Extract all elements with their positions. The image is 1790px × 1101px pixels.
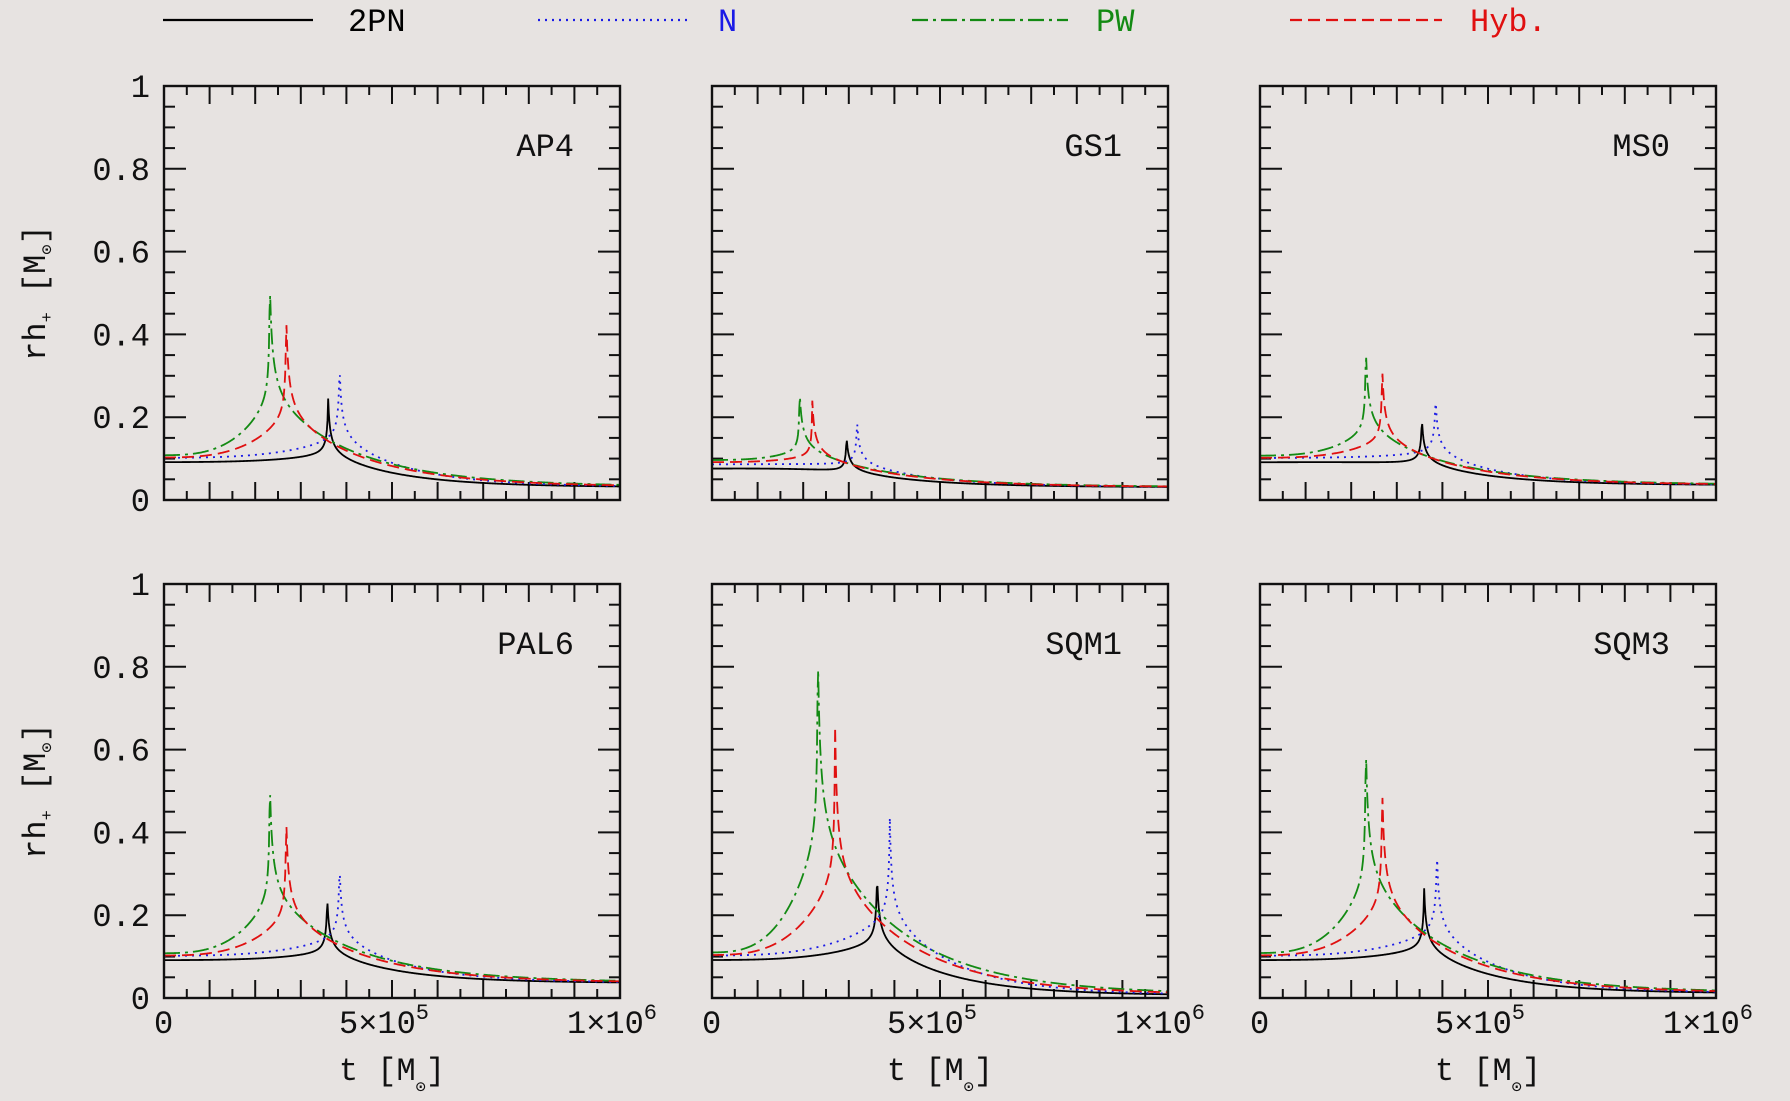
panel-sqm1: SQM1 0 5×105 1×106 t [M⊙] (702, 582, 1205, 1098)
series-hyb-sqm3 (1259, 797, 1717, 992)
panel-label-gs1: GS1 (1064, 129, 1122, 166)
series-2pn-ap4 (164, 398, 620, 488)
series-n-sqm1 (712, 817, 1169, 995)
y-tick-label: 0.8 (92, 153, 150, 190)
legend-label-n: N (718, 4, 737, 41)
y-axis-title: rh+ [M⊙] (18, 225, 58, 361)
series-2pn-ms0 (1260, 423, 1716, 486)
panel-gs1: GS1 (710, 84, 1170, 502)
ticks-pal6 (163, 583, 621, 999)
x-tick-label: 0 (154, 1006, 173, 1043)
y-tick-label: 1 (131, 568, 150, 605)
x-tick-label: 5×105 (339, 1001, 429, 1043)
x-tick-label: 0 (1250, 1006, 1269, 1043)
series-pw-sqm1 (711, 670, 1169, 993)
x-tick-label: 0 (702, 1006, 721, 1043)
ticks-ap4 (163, 85, 621, 501)
legend-label-hyb: Hyb. (1470, 4, 1547, 41)
series-pw-sqm3 (1260, 759, 1717, 992)
panel-sqm3: SQM3 0 5×105 1×106 t [M⊙] (1250, 582, 1753, 1098)
y-tick-label: 1 (131, 70, 150, 107)
x-axis-title: t [M⊙] (1435, 1053, 1541, 1098)
series-n-ap4 (164, 375, 621, 487)
plot-frame-sqm3 (1258, 582, 1718, 1000)
series-2pn-pal6 (164, 903, 621, 984)
series-pw-gs1 (712, 397, 1168, 488)
legend-label-pw: PW (1096, 4, 1135, 41)
y-tick-label: 0 (131, 982, 150, 1019)
y-tick-label: 0 (131, 484, 150, 521)
panel-ap4: AP4 0 0.2 0.4 0.6 0.8 1 rh+ [M⊙] (18, 70, 622, 521)
y-axis-title: rh+ [M⊙] (18, 723, 58, 859)
series-n-sqm3 (1260, 859, 1717, 993)
series-hyb-ms0 (1260, 373, 1716, 485)
y-tick-label: 0.4 (92, 816, 150, 853)
legend-label-2pn: 2PN (348, 4, 406, 41)
series-n-pal6 (164, 875, 621, 983)
panel-label-pal6: PAL6 (497, 627, 574, 664)
series-hyb-pal6 (163, 827, 621, 983)
y-tick-label: 0.2 (92, 401, 150, 438)
y-tick-label: 0.4 (92, 318, 150, 355)
series-hyb-gs1 (711, 400, 1169, 488)
x-axis-title: t [M⊙] (887, 1053, 993, 1098)
series-pw-pal6 (163, 795, 621, 982)
plot-frame-gs1 (710, 84, 1170, 502)
panel-label-ms0: MS0 (1612, 129, 1670, 166)
y-tick-label: 0.2 (92, 899, 150, 936)
plot-frame-pal6 (162, 582, 622, 1000)
series-2pn-sqm3 (1259, 888, 1717, 994)
panel-label-sqm3: SQM3 (1593, 627, 1670, 664)
y-tick-label: 0.6 (92, 236, 150, 273)
panel-pal6: PAL6 0 0.2 0.4 0.6 0.8 1 rh+ [M⊙] 0 5×105 1×106 t [… (18, 568, 657, 1098)
series-n-ms0 (1260, 403, 1716, 486)
series-n-gs1 (712, 424, 1168, 488)
plot-frame-ms0 (1258, 84, 1718, 502)
series-hyb-sqm1 (712, 726, 1169, 994)
series-2pn-gs1 (712, 440, 1168, 488)
panel-label-sqm1: SQM1 (1045, 627, 1122, 664)
series-pw-ms0 (1260, 357, 1716, 485)
series-2pn-sqm1 (712, 885, 1169, 996)
x-axis-title: t [M⊙] (339, 1053, 445, 1098)
series-hyb-ap4 (164, 325, 621, 487)
y-tick-label: 0.6 (92, 734, 150, 771)
panel-ms0: MS0 (1258, 84, 1718, 502)
x-tick-label: 5×105 (1435, 1001, 1525, 1043)
x-tick-label: 1×106 (1663, 1001, 1753, 1043)
plot-frame-ap4 (162, 84, 622, 502)
legend: 2PN N PW Hyb. (163, 4, 1547, 41)
x-tick-label: 5×105 (887, 1001, 977, 1043)
x-tick-label: 1×106 (1115, 1001, 1205, 1043)
y-tick-label: 0.8 (92, 651, 150, 688)
x-tick-label: 1×106 (567, 1001, 657, 1043)
plot-frame-sqm1 (710, 582, 1170, 1000)
panel-label-ap4: AP4 (516, 129, 574, 166)
series-pw-ap4 (163, 295, 621, 486)
